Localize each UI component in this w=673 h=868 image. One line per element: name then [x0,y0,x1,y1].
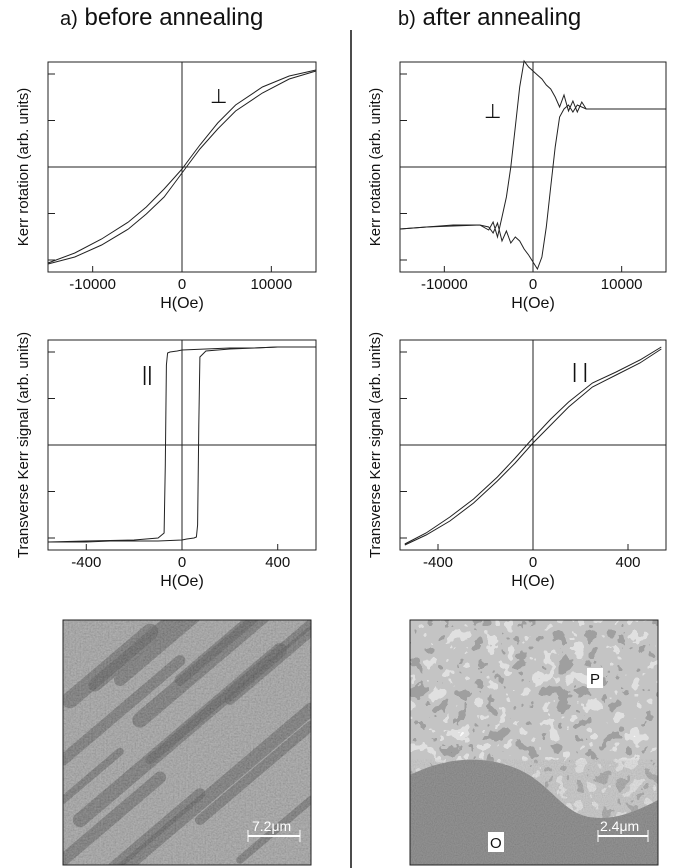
x-tick-label: -10000 [69,276,116,293]
left-title-text: before annealing [84,4,264,31]
right-column-title: b) after annealing [398,4,581,32]
left-scale-bar: 7.2μm [247,818,301,842]
left-title-prefix: a) [60,8,78,30]
charts-layer: -10000 0 10000 H(Oe) Kerr rotation (arb. uni… [15,59,667,590]
right-scale-bar: 2.4μm [597,818,649,842]
y-axis-label: Kerr rotation (arb. units) [15,88,32,246]
chart-a-mid: -400 0 400 H(Oe) Transverse Kerr signal (arb… [15,332,317,590]
x-axis-label: H(Oe) [511,295,555,312]
label-o-background [488,832,504,852]
x-axis-label: H(Oe) [511,573,555,590]
x-tick-label: 0 [529,276,537,293]
x-axis-label: H(Oe) [160,573,204,590]
x-tick-label: 400 [615,554,640,571]
series-curve-2 [399,104,666,271]
left-scale-label: 7.2μm [252,818,291,834]
left-image-noise [63,620,311,865]
x-tick-label: 0 [529,554,537,571]
y-axis-label: Transverse Kerr signal (arb. units) [367,332,384,558]
x-tick-label: 10000 [601,276,643,293]
y-axis-label: Kerr rotation (arb. units) [367,88,384,246]
x-tick-label: -10000 [421,276,468,293]
label-p-background [587,668,603,688]
right-image-frame [409,619,659,866]
right-title-prefix: b) [398,8,416,30]
y-axis-label: Transverse Kerr signal (arb. units) [15,332,32,558]
chart-b-top: -10000 0 10000 H(Oe) Kerr rotation (arb. uni… [367,59,667,312]
right-region-labels: P O [488,668,603,852]
label-o: O [490,835,502,852]
chart-a-top: -10000 0 10000 H(Oe) Kerr rotation (arb. uni… [15,61,317,312]
x-tick-label: -400 [71,554,101,571]
orientation-annotation: ⊥ [484,101,501,123]
right-scale-label: 2.4μm [600,818,639,834]
right-domain-image [410,620,658,865]
label-p: P [590,671,600,688]
left-column-title: a) before annealing [60,4,263,32]
x-axis-label: H(Oe) [160,295,204,312]
x-tick-label: 0 [178,276,186,293]
left-domain-image [63,620,311,865]
right-title-text: after annealing [422,4,582,31]
x-tick-label: 0 [178,554,186,571]
right-image-flat-noise [410,759,658,865]
series-curve-2 [404,346,662,545]
x-tick-label: -400 [423,554,453,571]
chart-b-mid: -400 0 400 H(Oe) Transverse Kerr signal (arb… [367,332,667,590]
left-image-frame [62,619,312,866]
x-tick-label: 10000 [250,276,292,293]
series-curve-1 [404,348,662,546]
series-curve-1 [47,69,317,264]
series-curve-2 [48,346,316,543]
orientation-annotation: ⊥ [210,86,227,108]
x-tick-label: 400 [265,554,290,571]
series-curve-1 [399,59,666,239]
orientation-annotation: || [142,364,152,386]
series-curve-2 [47,70,317,265]
orientation-annotation: | | [572,361,588,383]
